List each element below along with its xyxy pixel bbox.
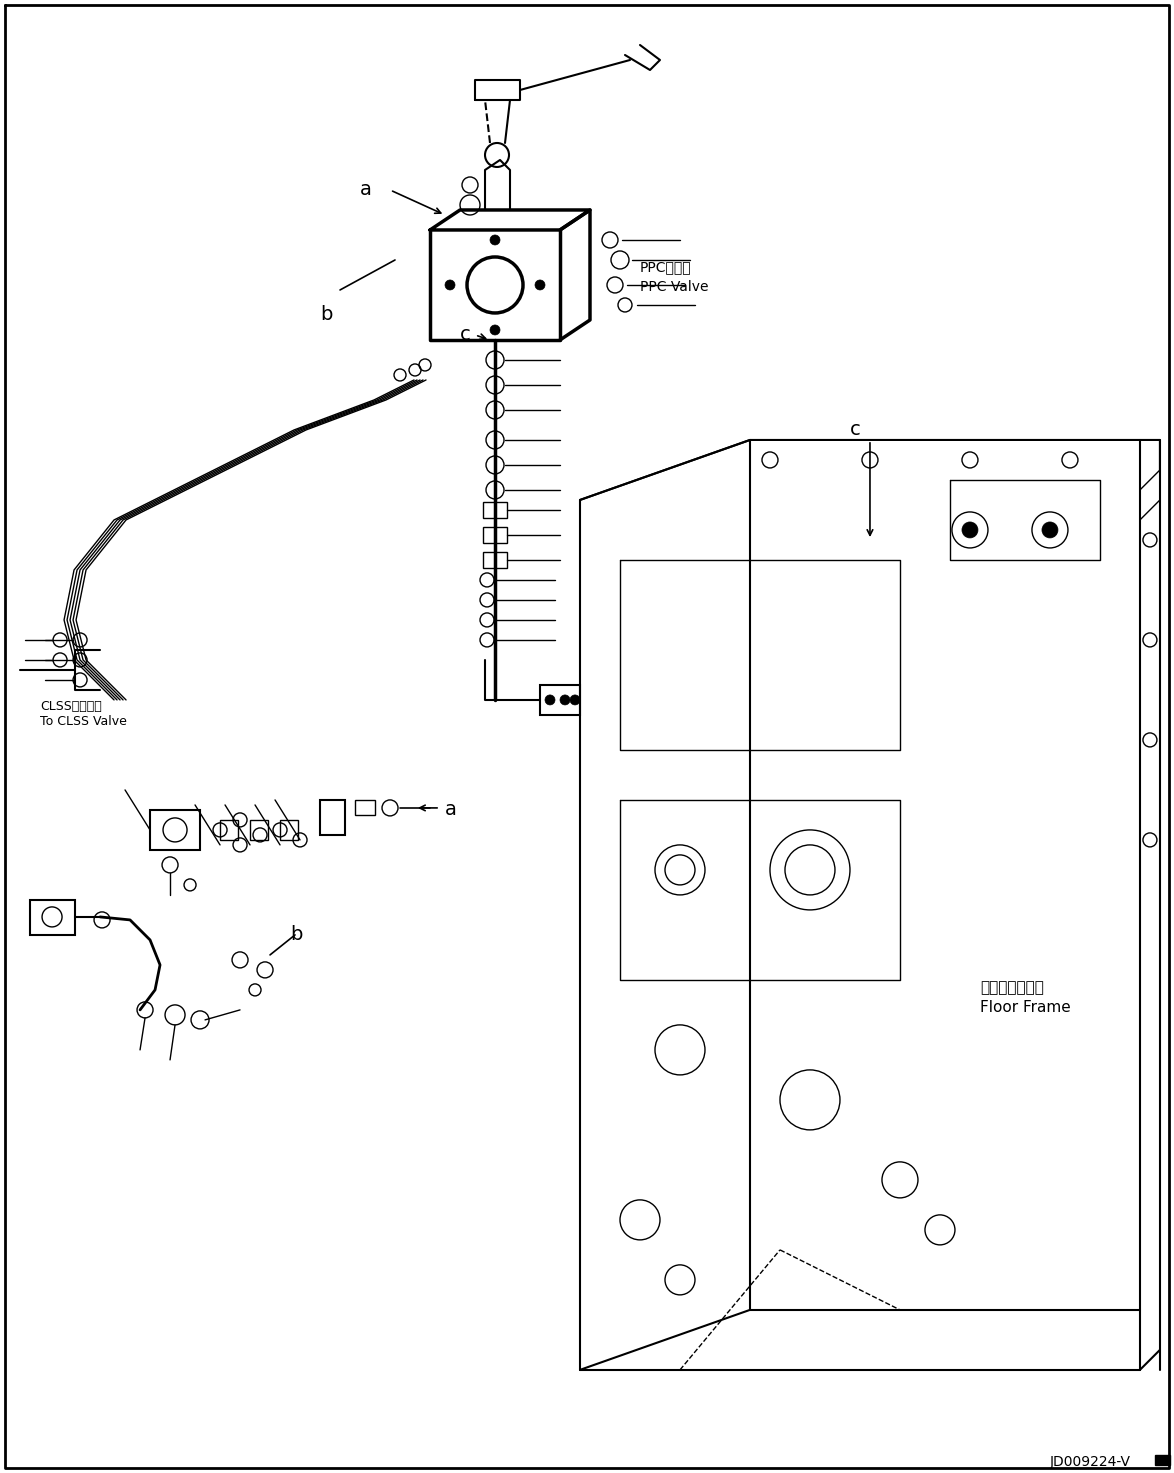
Text: a: a: [445, 800, 457, 819]
Text: PPC Valve: PPC Valve: [640, 280, 708, 295]
Bar: [150, 810, 200, 850]
Bar: [483, 527, 507, 544]
Bar: [220, 820, 238, 840]
Circle shape: [535, 280, 545, 290]
Bar: [321, 800, 345, 835]
Circle shape: [610, 250, 629, 270]
Circle shape: [602, 231, 618, 247]
Circle shape: [490, 236, 500, 245]
Bar: [250, 820, 268, 840]
Text: a: a: [360, 180, 372, 199]
Circle shape: [607, 277, 623, 293]
Text: JD009224-V: JD009224-V: [1050, 1455, 1131, 1469]
Circle shape: [545, 695, 555, 706]
Circle shape: [560, 695, 571, 706]
Circle shape: [962, 521, 978, 538]
Text: CLSSバルブへ: CLSSバルブへ: [40, 700, 102, 713]
Text: PPCバルブ: PPCバルブ: [640, 259, 691, 274]
Text: c: c: [850, 420, 861, 439]
Circle shape: [618, 298, 632, 312]
Circle shape: [571, 695, 580, 706]
Text: Floor Frame: Floor Frame: [980, 1000, 1071, 1015]
Circle shape: [490, 326, 500, 334]
Circle shape: [445, 280, 456, 290]
Bar: [483, 502, 507, 518]
Text: To CLSS Valve: To CLSS Valve: [40, 714, 127, 728]
Text: b: b: [321, 305, 332, 324]
Bar: [483, 552, 507, 569]
Bar: [1155, 1455, 1170, 1464]
Text: c: c: [460, 326, 471, 345]
Bar: [31, 900, 75, 935]
Bar: [281, 820, 298, 840]
Text: フロアフレーム: フロアフレーム: [980, 980, 1044, 994]
Text: b: b: [290, 925, 303, 944]
Bar: [355, 800, 375, 815]
Circle shape: [1043, 521, 1058, 538]
Bar: [540, 685, 580, 714]
